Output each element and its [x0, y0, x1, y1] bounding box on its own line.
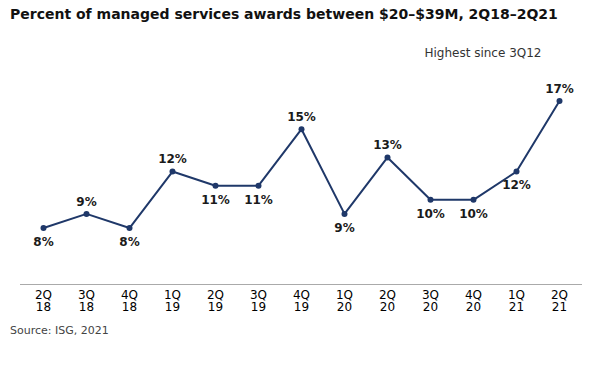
svg-text:2Q19: 2Q19: [207, 288, 224, 314]
svg-text:3Q19: 3Q19: [250, 288, 267, 314]
svg-text:1Q21: 1Q21: [508, 288, 525, 314]
svg-text:8%: 8%: [33, 235, 53, 249]
svg-text:11%: 11%: [201, 193, 230, 207]
svg-text:1Q19: 1Q19: [164, 288, 181, 314]
svg-text:17%: 17%: [545, 82, 574, 96]
svg-text:Highest since 3Q12: Highest since 3Q12: [424, 46, 541, 60]
svg-text:2Q20: 2Q20: [379, 288, 396, 314]
svg-text:2Q21: 2Q21: [551, 288, 568, 314]
svg-text:10%: 10%: [416, 207, 445, 221]
svg-text:12%: 12%: [502, 178, 531, 192]
svg-text:8%: 8%: [119, 235, 139, 249]
svg-text:9%: 9%: [334, 221, 354, 235]
svg-text:4Q19: 4Q19: [293, 288, 310, 314]
svg-text:2Q18: 2Q18: [35, 288, 52, 314]
svg-text:1Q20: 1Q20: [336, 288, 353, 314]
svg-text:3Q20: 3Q20: [422, 288, 439, 314]
svg-text:3Q18: 3Q18: [78, 288, 95, 314]
svg-text:11%: 11%: [244, 193, 273, 207]
svg-text:4Q20: 4Q20: [465, 288, 482, 314]
svg-text:10%: 10%: [459, 207, 488, 221]
svg-text:15%: 15%: [287, 110, 316, 124]
html-text:Percent of managed services aw: Percent of managed services awards betwe…: [10, 6, 558, 22]
svg-text:12%: 12%: [158, 152, 187, 166]
svg-text:13%: 13%: [373, 138, 402, 152]
svg-text:4Q18: 4Q18: [121, 288, 138, 314]
html-text:Source: ISG, 2021: Source: ISG, 2021: [10, 324, 109, 337]
svg-text:9%: 9%: [76, 195, 96, 209]
